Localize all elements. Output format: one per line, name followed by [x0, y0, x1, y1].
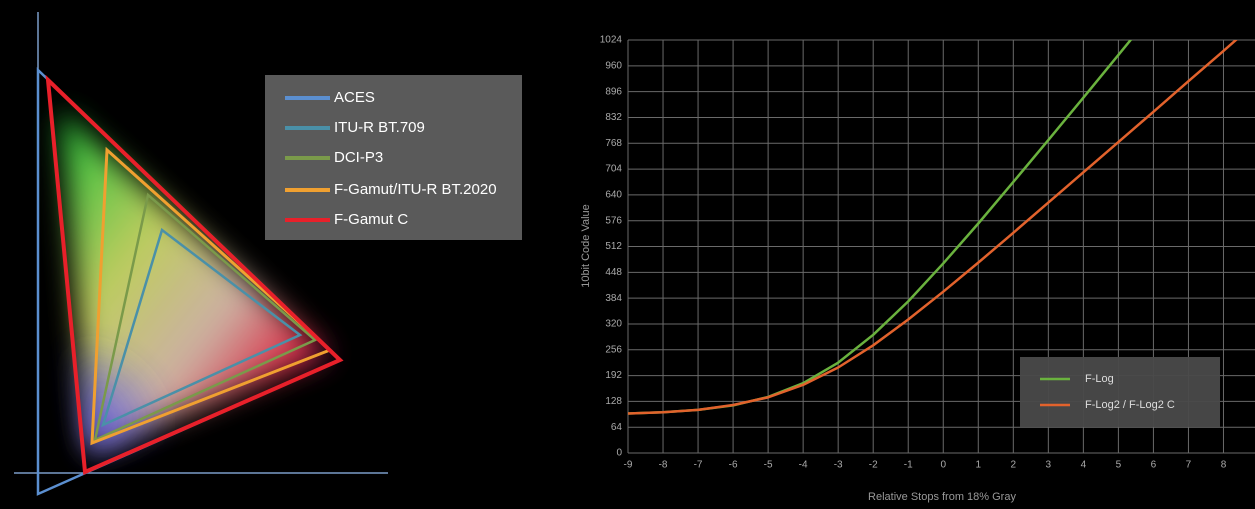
- x-tick-label: 8: [1221, 460, 1227, 471]
- legend-label: F-Log2 / F-Log2 C: [1085, 399, 1175, 411]
- x-tick-label: 4: [1081, 460, 1087, 471]
- x-tick-label: -3: [834, 460, 843, 471]
- legend-label: ACES: [334, 89, 375, 106]
- log-chart: Relative Stops from 18% Gray 10bit Code …: [580, 12, 1255, 503]
- y-tick-label: 448: [605, 267, 622, 278]
- x-tick-label: 0: [940, 460, 946, 471]
- y-tick-label: 1024: [600, 35, 623, 46]
- y-tick-label: 576: [605, 215, 622, 226]
- y-tick-label: 704: [605, 164, 622, 175]
- x-tick-label: 7: [1186, 460, 1192, 471]
- figure: ACES ITU-R BT.709 DCI-P3 F-Gamut/ITU-R B…: [0, 0, 1255, 504]
- page: ACES ITU-R BT.709 DCI-P3 F-Gamut/ITU-R B…: [0, 0, 1255, 509]
- legend-label: F-Gamut C: [334, 211, 408, 228]
- legend-label: ITU-R BT.709: [334, 119, 425, 136]
- x-axis-title: Relative Stops from 18% Gray: [868, 491, 1016, 503]
- y-axis-title: 10bit Code Value: [580, 204, 592, 288]
- series-line: [628, 20, 1255, 413]
- series-line: [628, 12, 1153, 413]
- x-tick-label: -4: [799, 460, 808, 471]
- y-tick-label: 768: [605, 138, 622, 149]
- y-tick-label: 128: [605, 396, 622, 407]
- x-tick-label: -1: [904, 460, 913, 471]
- y-tick-label: 896: [605, 86, 622, 97]
- x-tick-label: -6: [729, 460, 738, 471]
- x-tick-label: -9: [624, 460, 633, 471]
- y-tick-label: 256: [605, 344, 622, 355]
- y-tick-label: 512: [605, 241, 622, 252]
- legend-box: [1020, 357, 1220, 427]
- y-tick-label: 192: [605, 370, 622, 381]
- x-tick-label: 6: [1151, 460, 1157, 471]
- y-tick-label: 320: [605, 319, 622, 330]
- x-tick-label: -8: [659, 460, 668, 471]
- x-tick-label: -2: [869, 460, 878, 471]
- x-tick-label: -5: [764, 460, 773, 471]
- x-tick-label: 3: [1046, 460, 1052, 471]
- y-tick-label: 384: [605, 293, 622, 304]
- y-tick-label: 0: [616, 448, 622, 459]
- gamut-diagram: ACES ITU-R BT.709 DCI-P3 F-Gamut/ITU-R B…: [14, 12, 522, 495]
- y-tick-label: 64: [611, 422, 623, 433]
- y-tick-label: 960: [605, 60, 622, 71]
- x-tick-label: -7: [694, 460, 703, 471]
- y-tick-label: 640: [605, 190, 622, 201]
- legend-label: DCI-P3: [334, 149, 383, 166]
- plot-area: [628, 12, 1255, 413]
- legend-label: F-Log: [1085, 373, 1114, 385]
- x-tick-label: 5: [1116, 460, 1122, 471]
- x-tick-label: 1: [975, 460, 981, 471]
- y-tick-label: 832: [605, 112, 622, 123]
- x-tick-label: 2: [1011, 460, 1017, 471]
- legend-label: F-Gamut/ITU-R BT.2020: [334, 181, 497, 198]
